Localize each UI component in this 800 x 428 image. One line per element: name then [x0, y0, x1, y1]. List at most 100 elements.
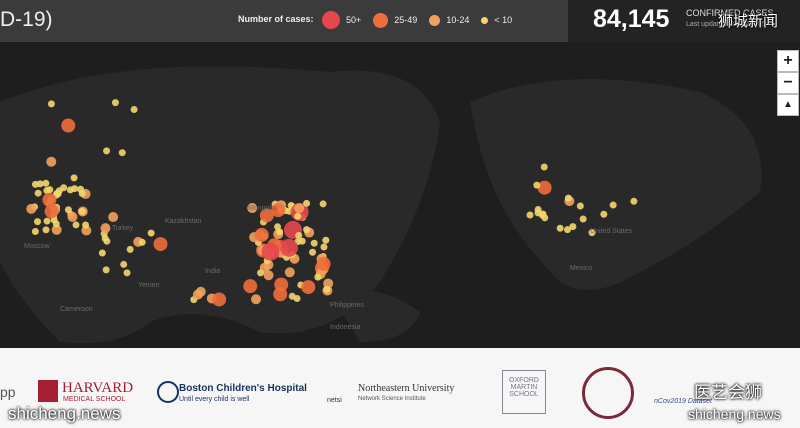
case-dot[interactable] — [609, 201, 617, 209]
case-dot[interactable] — [138, 238, 146, 246]
case-dot[interactable] — [319, 200, 327, 208]
case-dot[interactable] — [579, 215, 587, 223]
oxford: OXFORD MARTIN SCHOOL — [502, 370, 546, 414]
case-dot[interactable] — [195, 286, 206, 297]
case-dot[interactable] — [316, 256, 331, 271]
case-dot[interactable] — [67, 211, 78, 222]
case-dot[interactable] — [47, 100, 55, 108]
watermark: 狮城新闻 — [718, 13, 779, 30]
case-dot[interactable] — [294, 212, 302, 220]
reset-north[interactable]: ▲ — [777, 94, 799, 116]
case-dot[interactable] — [564, 194, 572, 202]
case-dot[interactable] — [323, 285, 331, 293]
case-dot[interactable] — [46, 186, 54, 194]
case-dot[interactable] — [263, 270, 274, 281]
case-dot[interactable] — [322, 236, 330, 244]
harvard: HARVARD — [62, 380, 134, 396]
zoom-in[interactable]: + — [777, 50, 799, 72]
case-dot[interactable] — [533, 181, 541, 189]
case-dot[interactable] — [78, 207, 86, 215]
case-dot[interactable] — [111, 99, 119, 107]
case-dot[interactable] — [71, 185, 79, 193]
case-dot[interactable] — [42, 179, 50, 187]
case-dot[interactable] — [247, 203, 258, 214]
case-dot[interactable] — [243, 279, 258, 294]
map-label: Indonesia — [330, 324, 361, 331]
case-dot[interactable] — [600, 210, 608, 218]
case-dot[interactable] — [34, 189, 42, 197]
case-dot[interactable] — [539, 210, 547, 218]
footer-fragment: pp — [0, 384, 16, 400]
case-dot[interactable] — [288, 292, 296, 300]
case-dot[interactable] — [72, 221, 80, 229]
case-dot[interactable] — [251, 294, 262, 305]
case-dot[interactable] — [526, 211, 534, 219]
case-dot[interactable] — [323, 278, 334, 289]
case-dot[interactable] — [42, 226, 50, 234]
case-dot[interactable] — [103, 237, 111, 245]
case-dot[interactable] — [588, 229, 596, 237]
case-dot[interactable] — [576, 202, 584, 210]
case-dot[interactable] — [34, 218, 42, 226]
case-dot[interactable] — [118, 149, 126, 157]
case-dot[interactable] — [314, 273, 322, 281]
case-dot[interactable] — [108, 212, 119, 223]
case-dot[interactable] — [294, 203, 305, 214]
case-dot[interactable] — [103, 147, 111, 155]
case-dot[interactable] — [537, 180, 552, 195]
boston-sub: Until every child is well — [179, 396, 250, 403]
case-dot[interactable] — [259, 208, 274, 223]
case-dot[interactable] — [120, 260, 128, 268]
case-dot[interactable] — [64, 206, 72, 214]
footer — [0, 348, 800, 428]
case-dot[interactable] — [257, 269, 265, 277]
case-dot[interactable] — [26, 203, 37, 214]
case-dot[interactable] — [284, 267, 295, 278]
map — [0, 66, 762, 344]
case-dot[interactable] — [301, 280, 316, 295]
case-dot[interactable] — [77, 185, 85, 193]
case-dot[interactable] — [43, 217, 51, 225]
case-dot[interactable] — [44, 204, 59, 219]
case-count: 84,145 — [593, 5, 670, 33]
case-dot[interactable] — [153, 237, 168, 252]
case-dot[interactable] — [276, 228, 284, 236]
case-dot[interactable] — [126, 245, 134, 253]
case-dot[interactable] — [563, 226, 571, 234]
case-dot[interactable] — [261, 242, 280, 261]
zoom-out[interactable]: − — [777, 72, 799, 94]
case-dot[interactable] — [540, 163, 548, 171]
case-dot[interactable] — [61, 118, 76, 133]
case-dot[interactable] — [212, 292, 227, 307]
case-dot[interactable] — [320, 243, 328, 251]
northeastern: Northeastern University — [358, 383, 455, 394]
case-dot[interactable] — [51, 224, 62, 235]
case-dot[interactable] — [630, 197, 638, 205]
case-dot[interactable] — [70, 174, 78, 182]
case-dot[interactable] — [303, 199, 311, 207]
case-dot[interactable] — [42, 192, 57, 207]
case-dot[interactable] — [100, 223, 111, 234]
case-dot[interactable] — [147, 229, 155, 237]
case-dot[interactable] — [279, 238, 298, 257]
case-dot[interactable] — [556, 224, 564, 232]
case-dot[interactable] — [123, 269, 131, 277]
case-dot[interactable] — [98, 249, 106, 257]
case-dot[interactable] — [309, 248, 317, 256]
case-dot[interactable] — [36, 180, 44, 188]
case-dot[interactable] — [82, 221, 90, 229]
map-label: Kazakhstan — [165, 218, 202, 225]
case-dot[interactable] — [52, 220, 60, 228]
case-dot[interactable] — [31, 228, 39, 236]
case-dot[interactable] — [534, 205, 542, 213]
case-dot[interactable] — [295, 231, 303, 239]
case-dot[interactable] — [130, 106, 138, 114]
case-dot[interactable] — [303, 226, 311, 234]
case-dot[interactable] — [254, 227, 269, 242]
case-dot[interactable] — [46, 156, 57, 167]
case-dot[interactable] — [310, 239, 318, 247]
case-dot[interactable] — [569, 223, 577, 231]
case-dot[interactable] — [273, 287, 288, 302]
case-dot[interactable] — [271, 203, 286, 218]
case-dot[interactable] — [102, 266, 110, 274]
